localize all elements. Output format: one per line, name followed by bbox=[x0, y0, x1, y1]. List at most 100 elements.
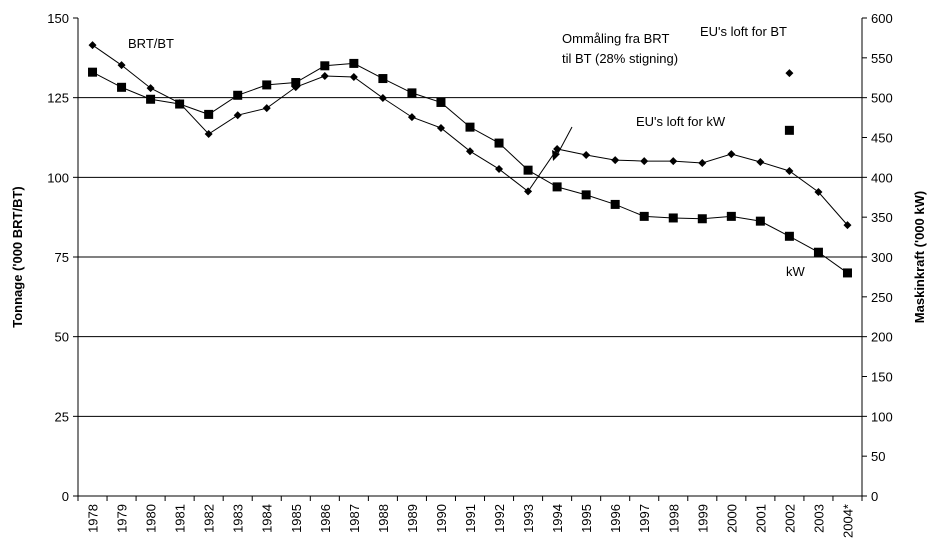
y2-tick-label: 400 bbox=[871, 170, 893, 185]
data-point bbox=[436, 123, 445, 132]
x-tick-label: 1986 bbox=[318, 504, 333, 533]
series-label: EU's loft for BT bbox=[700, 24, 787, 39]
data-point bbox=[727, 150, 736, 159]
y2-tick-label: 600 bbox=[871, 11, 893, 26]
y2-axis-title: Maskinkraft ('000 kW) bbox=[912, 191, 927, 323]
y-tick-label: 25 bbox=[55, 409, 69, 424]
data-point bbox=[552, 182, 562, 192]
data-point bbox=[785, 166, 794, 175]
x-tick-label: 2004* bbox=[840, 504, 855, 538]
data-point bbox=[146, 84, 155, 93]
y2-tick-label: 350 bbox=[871, 210, 893, 225]
data-point bbox=[117, 61, 126, 70]
x-tick-label: 1998 bbox=[666, 504, 681, 533]
data-point bbox=[88, 67, 98, 77]
data-point bbox=[697, 214, 707, 224]
data-point bbox=[349, 58, 359, 68]
data-point bbox=[611, 156, 620, 165]
y2-tick-label: 200 bbox=[871, 330, 893, 345]
data-point bbox=[582, 151, 591, 160]
data-point bbox=[378, 74, 388, 84]
x-tick-label: 1980 bbox=[144, 504, 159, 533]
data-point bbox=[88, 41, 97, 50]
y2-tick-label: 250 bbox=[871, 290, 893, 305]
data-point bbox=[233, 90, 243, 100]
y2-tick-label: 150 bbox=[871, 370, 893, 385]
annotation: Ommåling fra BRT bbox=[562, 31, 669, 46]
data-point bbox=[117, 82, 127, 92]
x-tick-label: 2001 bbox=[753, 504, 768, 533]
data-point bbox=[640, 157, 649, 166]
x-tick-label: 1994 bbox=[550, 504, 565, 533]
y-tick-label: 50 bbox=[55, 330, 69, 345]
data-point bbox=[233, 111, 242, 120]
x-tick-label: 1979 bbox=[115, 504, 130, 533]
data-point bbox=[814, 187, 823, 196]
y2-tick-label: 50 bbox=[871, 449, 885, 464]
x-tick-label: 2003 bbox=[811, 504, 826, 533]
x-tick-label: 1985 bbox=[289, 504, 304, 533]
data-point bbox=[436, 97, 446, 107]
data-point bbox=[146, 94, 156, 104]
data-point bbox=[842, 268, 852, 278]
data-point bbox=[843, 221, 852, 230]
series-label: BRT/BT bbox=[128, 36, 174, 51]
y2-tick-label: 450 bbox=[871, 131, 893, 146]
data-point bbox=[320, 61, 330, 71]
data-point bbox=[494, 138, 504, 148]
x-tick-label: 2002 bbox=[782, 504, 797, 533]
data-point bbox=[495, 165, 504, 174]
series-line bbox=[92, 62, 848, 274]
x-tick-label: 1981 bbox=[173, 504, 188, 533]
data-point bbox=[524, 187, 533, 196]
annotation-arrow bbox=[555, 126, 573, 158]
x-tick-label: 1989 bbox=[405, 504, 420, 533]
data-point bbox=[756, 158, 765, 167]
y2-tick-label: 0 bbox=[871, 489, 878, 504]
data-point bbox=[784, 231, 794, 241]
data-point bbox=[349, 72, 358, 81]
annotation: til BT (28% stigning) bbox=[562, 51, 678, 66]
x-tick-label: 1996 bbox=[608, 504, 623, 533]
data-point bbox=[813, 247, 823, 257]
x-tick-label: 1992 bbox=[492, 504, 507, 533]
data-point bbox=[698, 158, 707, 167]
series-line bbox=[92, 44, 848, 226]
data-point bbox=[668, 213, 678, 223]
data-point bbox=[378, 93, 387, 102]
data-point bbox=[175, 99, 185, 109]
data-point bbox=[320, 71, 329, 80]
data-point bbox=[639, 211, 649, 221]
x-tick-label: 1991 bbox=[463, 504, 478, 533]
series-label: EU's loft for kW bbox=[636, 114, 726, 129]
x-tick-label: 1997 bbox=[637, 504, 652, 533]
data-point bbox=[669, 157, 678, 166]
data-point bbox=[407, 113, 416, 122]
y2-tick-label: 550 bbox=[871, 51, 893, 66]
x-tick-label: 1999 bbox=[695, 504, 710, 533]
series-label: kW bbox=[786, 264, 806, 279]
data-point bbox=[755, 216, 765, 226]
x-tick-label: 1983 bbox=[231, 504, 246, 533]
x-tick-label: 1995 bbox=[579, 504, 594, 533]
y-tick-label: 0 bbox=[62, 489, 69, 504]
data-point bbox=[523, 165, 533, 175]
x-tick-label: 1993 bbox=[521, 504, 536, 533]
y-tick-label: 75 bbox=[55, 250, 69, 265]
x-tick-label: 1987 bbox=[347, 504, 362, 533]
data-point bbox=[262, 80, 272, 90]
x-tick-label: 1984 bbox=[260, 504, 275, 533]
x-tick-label: 2000 bbox=[724, 504, 739, 533]
y-tick-label: 125 bbox=[47, 91, 69, 106]
x-tick-label: 1982 bbox=[202, 504, 217, 533]
x-tick-label: 1988 bbox=[376, 504, 391, 533]
data-point bbox=[785, 69, 794, 78]
data-point bbox=[784, 125, 794, 135]
data-point bbox=[262, 104, 271, 113]
y2-tick-label: 500 bbox=[871, 91, 893, 106]
data-point bbox=[465, 122, 475, 132]
data-point bbox=[407, 88, 417, 98]
y2-tick-label: 100 bbox=[871, 409, 893, 424]
data-point bbox=[726, 211, 736, 221]
